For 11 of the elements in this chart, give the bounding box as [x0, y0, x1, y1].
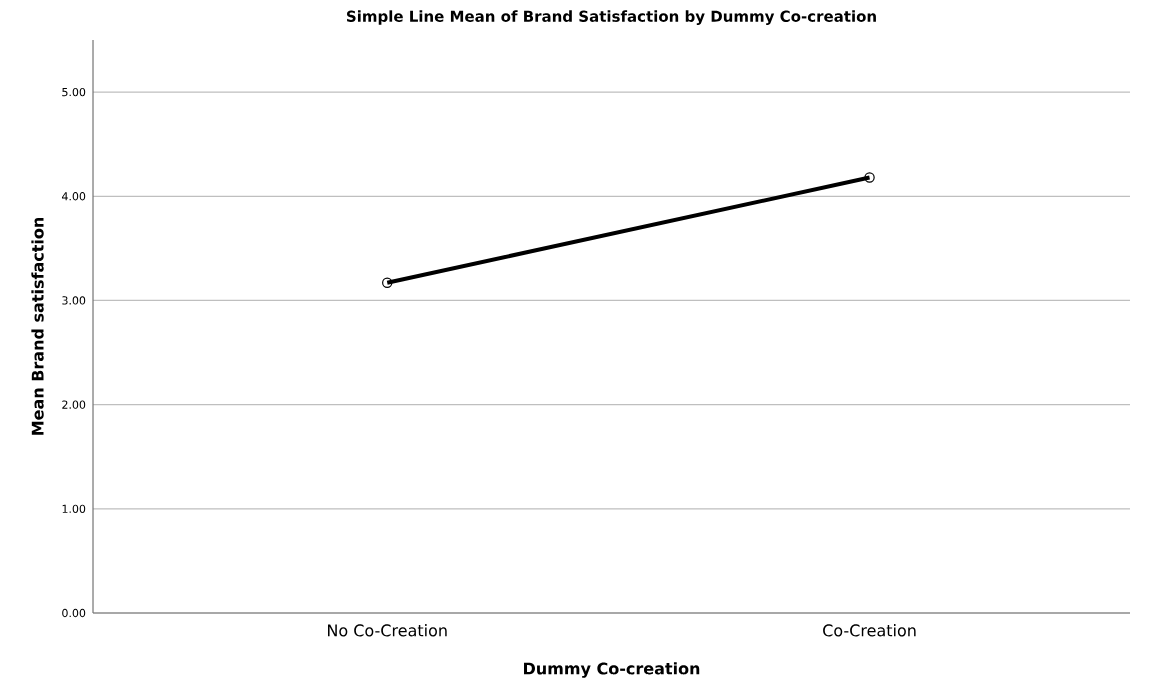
y-tick-label: 5.00 [62, 87, 86, 97]
x-tick-label: Co-Creation [823, 624, 916, 637]
y-tick-label: 1.00 [62, 504, 86, 513]
x-axis-title: Dummy Co-creation [524, 662, 700, 678]
y-tick-label: 0.00 [62, 608, 86, 618]
y-tick-label: 4.00 [61, 192, 86, 201]
y-axis-title: Mean Brand satisfaction [31, 217, 44, 435]
y-tick-label: 3.00 [62, 296, 86, 305]
x-tick-label: No Co-Creation [328, 624, 447, 637]
y-tick-label: 2.00 [62, 400, 86, 409]
chart-title: Simple Line Mean of Brand Satisfaction by Dummy Co-creation [346, 10, 876, 25]
